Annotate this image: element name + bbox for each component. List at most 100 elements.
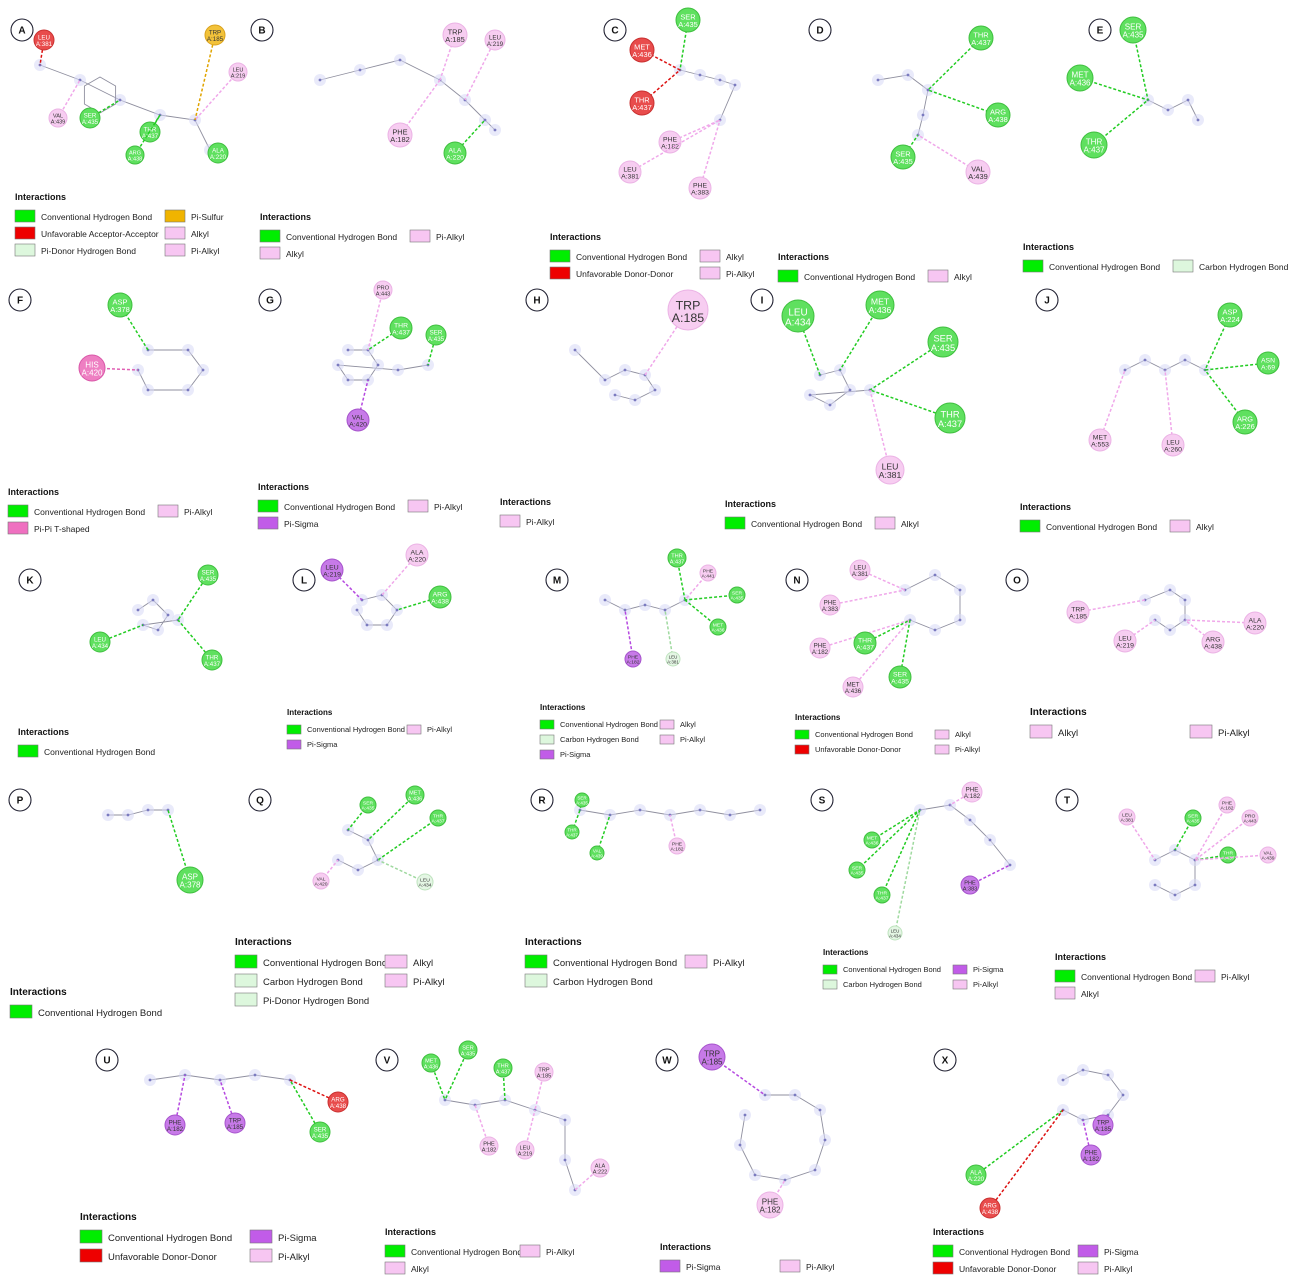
panel-letter-circle xyxy=(10,18,34,42)
interaction-line xyxy=(869,389,891,471)
ligand-atom xyxy=(1061,1078,1065,1082)
ligand-atom xyxy=(1143,358,1147,362)
residue-circle xyxy=(1184,809,1202,827)
panel-letter: Q xyxy=(256,796,264,807)
residue-circle xyxy=(781,299,815,333)
legend-label: Conventional Hydrogen Bond xyxy=(1049,262,1160,272)
residue-name: HIS xyxy=(85,361,98,370)
legend-swatch xyxy=(549,249,571,263)
ligand-atom xyxy=(733,83,737,87)
interaction-line xyxy=(367,794,416,841)
panel-letter: J xyxy=(1044,296,1050,307)
residue-chain: A:226 xyxy=(1235,422,1254,431)
legend-swatch xyxy=(164,209,186,223)
legend-label: Pi-Alkyl xyxy=(184,507,212,517)
ligand-atom xyxy=(1123,368,1127,372)
residue-chain: A:439 xyxy=(968,172,987,181)
residue-chain: A:435 xyxy=(428,336,445,343)
residue-chain: A:437 xyxy=(938,419,962,429)
residue-circle xyxy=(863,831,881,849)
legend-label: Alkyl xyxy=(191,229,209,239)
ligand-atom xyxy=(743,1113,747,1117)
ligand-atom xyxy=(186,388,190,392)
residue-circle xyxy=(484,29,506,51)
residue-name: PHE xyxy=(762,1198,779,1207)
residue-name: THR xyxy=(433,814,444,820)
residue-name: VAL xyxy=(317,877,326,883)
panel-letter: E xyxy=(1097,26,1104,37)
residue-name: TRP xyxy=(1097,1120,1109,1127)
legend-label: Pi-Alkyl xyxy=(973,980,998,989)
panel-letter: F xyxy=(17,296,23,307)
residue-name: LEU xyxy=(489,35,501,42)
legend-swatch xyxy=(7,504,29,518)
ligand-atom xyxy=(1183,598,1187,602)
interaction-line xyxy=(381,554,418,596)
residue-name: THR xyxy=(394,323,408,330)
residue-chain: A:437 xyxy=(204,661,221,668)
ligand-atom xyxy=(156,628,160,632)
ligand-atom xyxy=(126,813,130,817)
legend-label: Unfavorable Donor-Donor xyxy=(959,1264,1056,1274)
residue-chain: A:439 xyxy=(591,853,603,858)
legend-swatch xyxy=(17,744,39,758)
panel-letter: M xyxy=(553,576,561,587)
residue-name: TRP xyxy=(538,1068,549,1074)
residue-name: LEU xyxy=(1122,813,1132,819)
residue-chain: A:219 xyxy=(231,73,246,79)
residue-circle xyxy=(873,886,891,904)
ligand-atom xyxy=(876,78,880,82)
legend-label: Pi-Sulfur xyxy=(191,212,224,222)
panel-letter: C xyxy=(611,26,618,37)
ligand-bond xyxy=(444,1099,576,1191)
interaction-line xyxy=(989,1109,1064,1209)
ligand-atom xyxy=(395,608,399,612)
residue-name: PHE xyxy=(824,600,837,607)
panel-letter-circle xyxy=(603,18,627,42)
residue-circle xyxy=(819,594,841,616)
ligand-atom xyxy=(926,88,930,92)
residue-chain: A:438 xyxy=(988,115,1007,124)
legend-label: Conventional Hydrogen Bond xyxy=(38,1008,162,1019)
residue-chain: A:437 xyxy=(142,133,159,140)
legend-swatch xyxy=(1022,259,1044,273)
residue-chain: A:185 xyxy=(1095,1126,1112,1133)
panel-letter: K xyxy=(26,576,34,587)
panel-a: ALEUA:381TRPA:185LEUA:219VALA:439SERA:43… xyxy=(10,18,248,257)
legend-label: Pi-Alkyl xyxy=(427,725,452,734)
legend-label: Pi-Sigma xyxy=(307,740,338,749)
residue-name: LEU xyxy=(233,68,244,74)
residue-name: VAL xyxy=(1264,851,1273,857)
interaction-line xyxy=(975,1109,1064,1176)
residue-circle xyxy=(1259,846,1277,864)
residue-circle xyxy=(629,90,655,116)
residue-circle xyxy=(1118,808,1136,826)
residue-chain: A:381 xyxy=(36,41,53,48)
panel-letter-circle xyxy=(785,568,809,592)
residue-chain: A:434 xyxy=(889,933,901,938)
residue-circle xyxy=(709,618,727,636)
residue-circle xyxy=(1219,846,1237,864)
ligand-atom xyxy=(828,403,832,407)
legend-heading: Interactions xyxy=(1023,242,1074,252)
ligand-atom xyxy=(823,1138,827,1142)
interaction-line xyxy=(902,134,919,158)
residue-chain: A:437 xyxy=(496,1069,511,1075)
legend-label: Conventional Hydrogen Bond xyxy=(751,519,862,529)
panel-letter: W xyxy=(662,1056,672,1067)
residue-chain: A:435 xyxy=(200,576,217,583)
legend-swatch xyxy=(779,1259,801,1273)
legend-swatch xyxy=(384,954,408,969)
legend-label: Alkyl xyxy=(1058,728,1078,739)
